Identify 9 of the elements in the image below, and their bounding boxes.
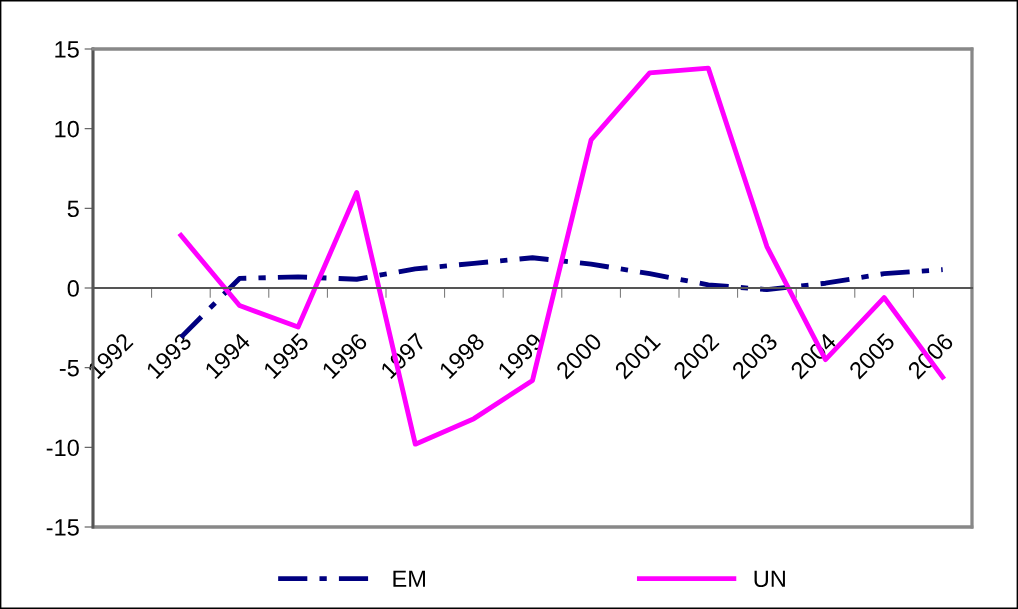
y-tick-label: 5 xyxy=(67,200,79,218)
y-tick-label: -10 xyxy=(46,439,79,457)
legend-label: EM xyxy=(393,570,425,587)
y-tick-label: 10 xyxy=(55,120,79,138)
y-tick-label: -15 xyxy=(46,519,79,536)
legend-label: UN xyxy=(754,570,785,588)
y-tick-label: 15 xyxy=(55,41,79,58)
y-tick-label: 0 xyxy=(67,280,79,297)
y-tick-label: -5 xyxy=(59,359,79,377)
